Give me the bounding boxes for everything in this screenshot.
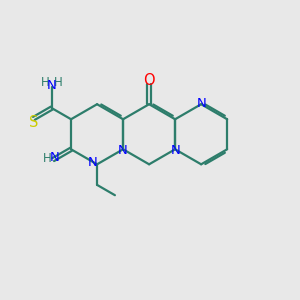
Text: N: N: [47, 79, 57, 92]
Text: O: O: [143, 73, 155, 88]
Text: N: N: [171, 144, 181, 157]
Text: N: N: [117, 144, 127, 157]
Text: H: H: [41, 76, 50, 89]
Text: N: N: [50, 151, 59, 164]
Text: N: N: [196, 97, 206, 110]
Text: H: H: [43, 152, 51, 165]
Text: S: S: [28, 115, 38, 130]
Text: H: H: [54, 76, 62, 89]
Text: N: N: [88, 156, 98, 170]
